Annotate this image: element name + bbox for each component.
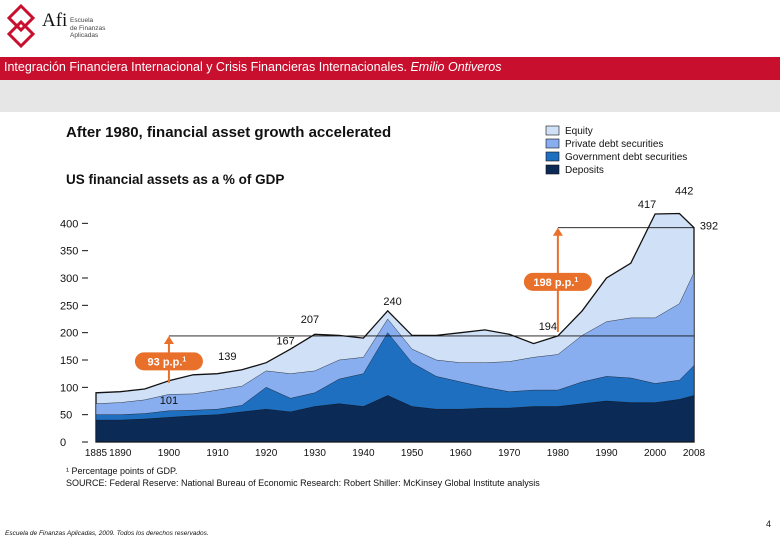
logo-sub-line: Escuela <box>70 17 94 24</box>
logo-sub-line: Aplicadas <box>70 32 99 39</box>
callout-label: 93 p.p.1 <box>148 356 187 368</box>
subheader-bar <box>0 80 780 112</box>
chart-subtitle: US financial assets as a % of GDP <box>66 172 284 187</box>
axis-layer: 0 50 100 150 200 250 300 350 400 1885 1890 1900 1910… <box>60 218 706 459</box>
page-number: 4 <box>766 519 772 529</box>
callout-arrowhead <box>163 335 174 344</box>
legend-label: Deposits <box>565 165 604 176</box>
slide-title: Integración Financiera Internacional y C… <box>4 60 501 74</box>
y-tick-label: 400 <box>60 218 78 230</box>
x-tick-label: 1910 <box>206 448 229 459</box>
x-tick-label: 1885 <box>85 448 108 459</box>
annotation-layer: 93 p.p.1 198 p.p.1 101 139 167 207 240 194 417 44… <box>134 185 718 407</box>
x-tick-label: 1940 <box>352 448 375 459</box>
title-banner: Integración Financiera Internacional y C… <box>0 57 780 80</box>
y-tick-label: 200 <box>60 328 78 340</box>
x-tick-label: 1980 <box>547 448 570 459</box>
y-tick-label: 300 <box>60 273 78 285</box>
y-tick-label: 250 <box>60 300 78 312</box>
peak-label: 194 <box>539 321 557 333</box>
x-tick-label: 1900 <box>158 448 181 459</box>
x-tick-label: 1970 <box>498 448 521 459</box>
peak-label: 101 <box>160 395 178 407</box>
callout-label: 198 p.p.1 <box>533 277 578 289</box>
peak-label: 240 <box>383 296 401 308</box>
logo-wordmark: Afi <box>42 10 68 31</box>
x-tick-label: 1960 <box>450 448 473 459</box>
chart-source: SOURCE: Federal Reserve: National Bureau… <box>66 478 540 488</box>
slide-title-text: Integración Financiera Internacional y C… <box>4 60 407 74</box>
legend-label: Private debt securities <box>565 139 663 150</box>
x-tick-label: 2008 <box>683 448 706 459</box>
afi-logo-icon <box>6 4 36 48</box>
financial-assets-chart: After 1980, financial asset growth accel… <box>60 124 718 488</box>
area-layer <box>95 212 695 443</box>
peak-label: 139 <box>218 351 236 363</box>
legend-label: Government debt securities <box>565 152 687 163</box>
area-deposits <box>95 395 695 443</box>
footer-copyright: Escuela de Finanzas Aplicadas, 2009. Tod… <box>5 530 209 537</box>
peak-label: 392 <box>700 221 718 233</box>
y-tick-label: 50 <box>60 410 72 422</box>
legend-swatch <box>545 164 560 175</box>
peak-label: 167 <box>276 336 294 348</box>
x-tick-label: 1990 <box>595 448 618 459</box>
logo-subtitle: Escuela de Finanzas Aplicadas <box>70 17 105 40</box>
legend-label: Equity <box>565 126 593 137</box>
y-tick-label: 350 <box>60 246 78 258</box>
chart-footnote: ¹ Percentage points of GDP. <box>66 466 177 476</box>
legend: Equity Private debt securities Government … <box>545 125 687 176</box>
peak-label: 417 <box>638 199 656 211</box>
x-tick-label: 1930 <box>304 448 327 459</box>
y-tick-label: 150 <box>60 355 78 367</box>
callout-badge <box>134 352 203 371</box>
callout-arrowhead <box>552 227 563 236</box>
callout-superscript: 1 <box>182 356 186 363</box>
callout-badge <box>523 272 592 291</box>
y-tick-label: 100 <box>60 382 78 394</box>
y-tick-label: 0 <box>60 437 66 449</box>
x-tick-label: 1920 <box>255 448 278 459</box>
logo-sub-line: de Finanzas <box>70 24 106 32</box>
x-tick-label: 2000 <box>644 448 667 459</box>
chart-title: After 1980, financial asset growth accel… <box>66 124 391 141</box>
peak-label: 207 <box>301 314 319 326</box>
legend-swatch <box>545 125 560 136</box>
slide-author: Emilio Ontiveros <box>410 60 502 74</box>
x-tick-label: 1950 <box>401 448 424 459</box>
x-tick-label: 1890 <box>109 448 132 459</box>
legend-swatch <box>545 138 560 149</box>
legend-swatch <box>545 151 560 162</box>
callout-superscript: 1 <box>574 277 578 284</box>
peak-label: 442 <box>675 185 693 197</box>
